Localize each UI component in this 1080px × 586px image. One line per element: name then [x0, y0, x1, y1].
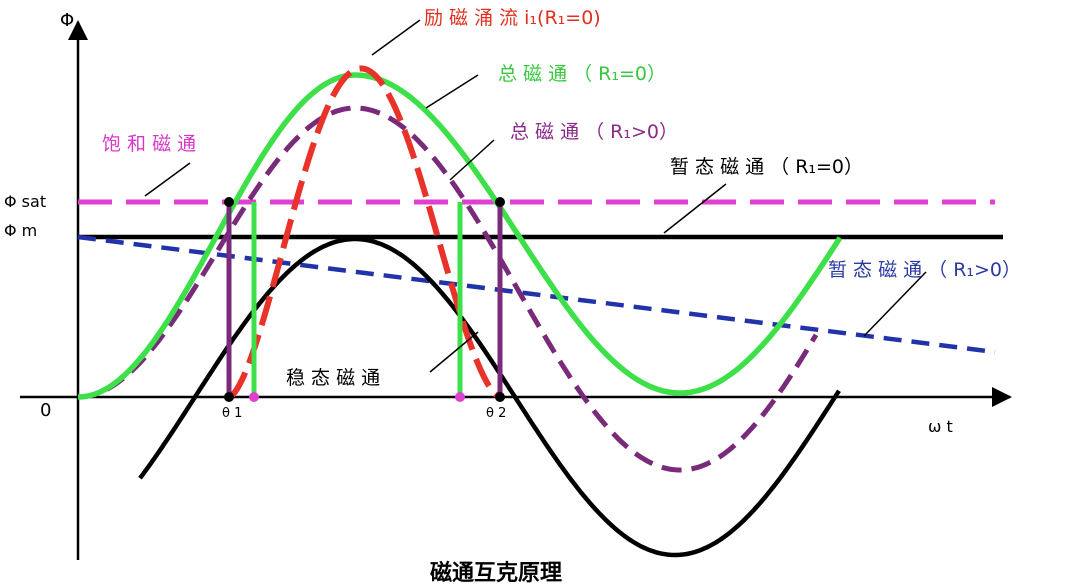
origin-label: 0 — [40, 400, 51, 421]
total-flux-r0-label: 总 磁 通 （ R₁=0） — [498, 63, 666, 85]
leader-inrush — [371, 19, 421, 56]
leader-total-r0 — [425, 74, 479, 109]
leader-steady — [429, 331, 479, 373]
y-axis-label: Φ — [60, 10, 74, 31]
inrush-current-label: 励 磁 涌 流 i₁(R₁=0) — [424, 7, 601, 29]
phi-sat-label: Φ sat — [4, 192, 46, 211]
leader-transient-r0 — [663, 183, 727, 234]
axis-point-theta1-b — [249, 392, 259, 402]
axis-point-theta2-a — [455, 392, 465, 402]
x-axis-label: ω t — [928, 417, 953, 436]
transient-flux-rpos-line — [77, 234, 996, 355]
phi-m-label: Φ m — [4, 221, 37, 240]
leader-total-rpos — [449, 139, 495, 181]
saturation-flux-label: 饱 和 磁 通 — [102, 133, 196, 155]
total-flux-rpos-label: 总 磁 通 （ R₁>0） — [510, 121, 678, 143]
inrush-current-curve — [227, 65, 501, 400]
sat-point-theta1 — [224, 197, 234, 207]
total-flux-rpos-curve — [77, 105, 819, 473]
leader-saturation — [144, 162, 191, 197]
total-flux-r0-curve — [77, 72, 843, 400]
transient-flux-rpos-label: 暂 态 磁 通 （ R₁>0） — [828, 259, 1021, 281]
theta1-label: θ 1 — [222, 406, 242, 421]
leader-transient-rpos — [863, 271, 927, 337]
axis-point-theta2-b — [495, 392, 505, 402]
transient-flux-r0-label: 暂 态 磁 通 （ R₁=0） — [670, 156, 863, 178]
axis-point-theta1-a — [224, 392, 234, 402]
sat-point-theta2 — [495, 197, 505, 207]
steady-flux-label: 稳 态 磁 通 — [286, 367, 380, 389]
diagram-caption: 磁通互克原理 — [430, 560, 562, 586]
theta2-label: θ 2 — [486, 406, 506, 421]
